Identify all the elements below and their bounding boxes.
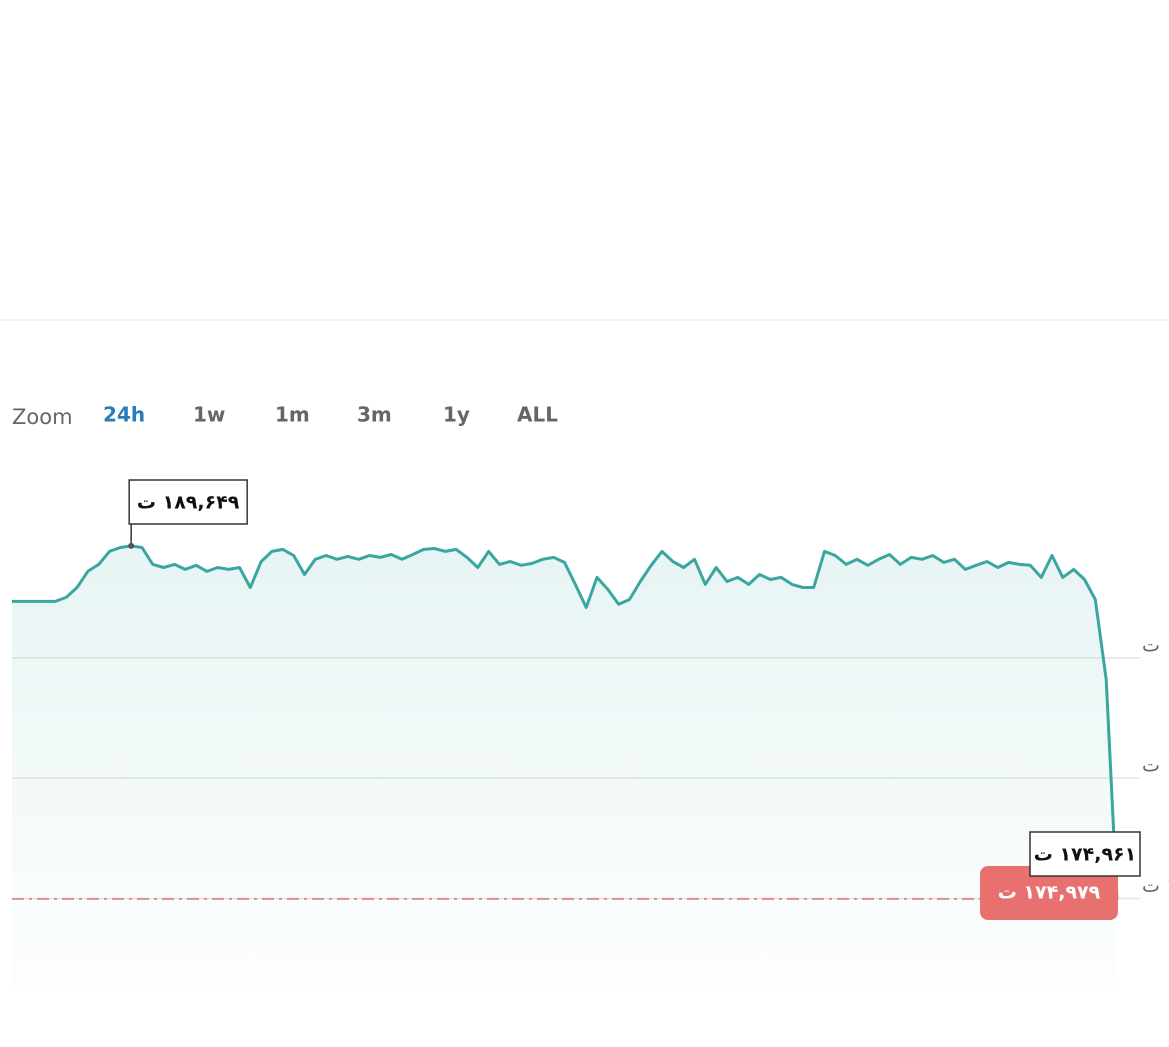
last-label-box (1029, 831, 1141, 877)
zoom-option[interactable]: 3m (357, 403, 392, 427)
current-price-label: ۱۷۴,۹۷۹ ت (998, 882, 1101, 904)
zoom-option[interactable]: ALL (517, 403, 558, 427)
y-tick-label: ۱۸۰,۰۰۰ ت (1142, 755, 1169, 777)
zoom-option[interactable]: 1w (193, 403, 225, 427)
current-price-badge (980, 866, 1118, 920)
price-line (12, 544, 1119, 900)
zoom-option[interactable]: 24h (103, 403, 145, 427)
zoom-option[interactable]: 1m (275, 403, 310, 427)
zoom-label: Zoom (12, 405, 73, 429)
max-dot (128, 542, 135, 549)
zoom-option[interactable]: 1y (443, 403, 470, 427)
max-label: ۱۸۹,۶۴۹ ت (137, 492, 240, 514)
y-tick-label: ۱۷۵,۰۰۰ ت (1142, 875, 1169, 897)
area (12, 545, 1117, 990)
y-tick-label: ۱۸۵,۰۰۰ ت (1142, 634, 1169, 656)
last-label: ۱۷۴,۹۶۱ ت (1034, 844, 1137, 866)
max-label-box (128, 479, 248, 525)
